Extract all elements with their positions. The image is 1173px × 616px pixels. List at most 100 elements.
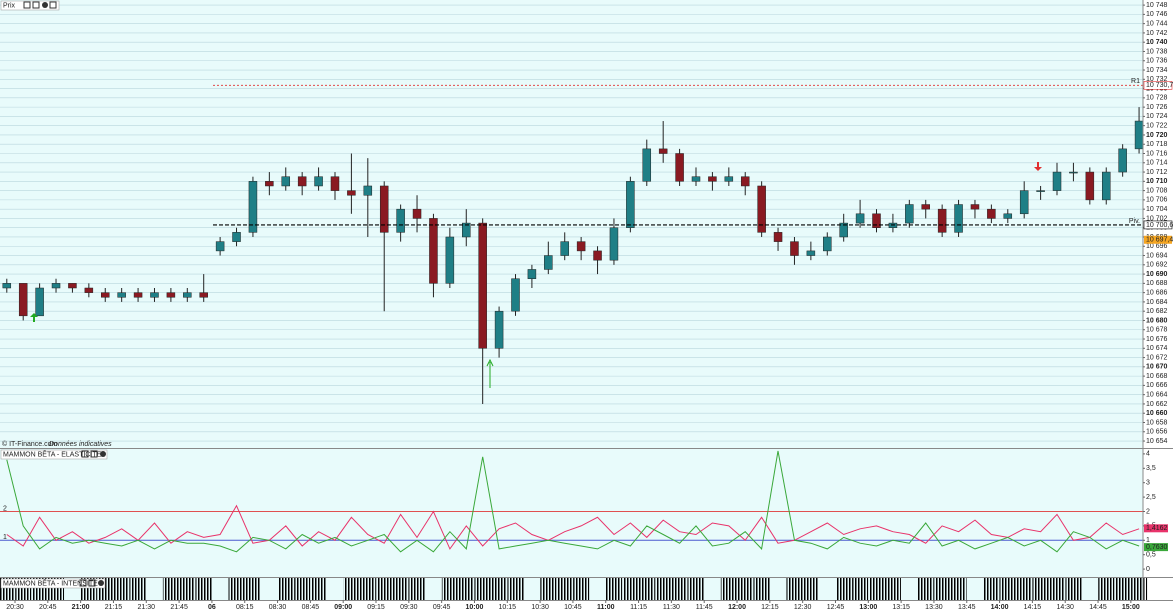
y-tick-label: 10 726 [1146,104,1168,111]
y-tick-label: 10 674 [1146,345,1168,352]
candle-body [724,176,734,182]
candle-body [642,148,652,182]
intensity-bar [277,578,294,600]
y-tick-label: 10 722 [1146,123,1168,130]
x-tick-label: 21:00 [72,604,90,611]
candle-body [839,222,848,238]
intensity-bar [1049,578,1066,600]
candle-body [1101,171,1111,201]
x-tick-label: 14:30 [1056,604,1074,611]
y-tick-label: 10 724 [1146,113,1168,120]
candle-body [101,292,110,298]
icon[interactable] [88,579,96,587]
x-tick-label: 12:15 [761,604,779,611]
y-tick-label: 10 666 [1146,382,1168,389]
y-tick-label: 10 746 [1146,11,1168,18]
intensity-bar [195,578,212,600]
candle-body [544,255,553,270]
y-tick-label: 10 710 [1146,178,1168,185]
y-tick-label: 10 678 [1146,327,1168,334]
intensity-bar [737,578,754,600]
elasticity-panel [0,449,1143,577]
icon[interactable] [42,2,48,8]
x-tick-label: 20:45 [39,604,57,611]
icon[interactable] [23,1,31,9]
x-tick-label: 13:15 [892,604,910,611]
y-tick-label: 10 670 [1146,364,1168,371]
candle-body [347,190,356,196]
candle-body [560,241,569,256]
candle-body [593,250,602,261]
intensity-bar [1131,578,1148,600]
y-tick-label: 10 732 [1146,76,1168,83]
candle-body [740,176,750,187]
x-tick-label: 09:30 [400,604,418,611]
intensity-bar [507,578,524,600]
x-tick-label: 10:00 [466,604,484,611]
y-tick-label: 10 676 [1146,336,1168,343]
y-tick-label: 10 708 [1146,187,1168,194]
candle-body [511,278,520,312]
y-tick-label: 10 664 [1146,392,1168,399]
icon[interactable] [79,579,87,587]
candle-body [1019,190,1029,215]
intensity-bar [868,578,885,600]
intensity-bar [162,578,179,600]
indicator-line [6,450,1140,553]
candle-body [1085,171,1095,201]
intensity-bar [179,578,196,600]
level-name: Piv. [1129,218,1140,225]
y-tick-label: 10 720 [1146,132,1168,139]
x-tick-label: 09:45 [433,604,451,611]
intensity-bar [638,578,655,600]
intensity-bar [244,578,261,600]
candle-body [790,241,799,256]
x-tick-label: 15:00 [1122,604,1140,611]
icon[interactable] [81,450,89,458]
icon[interactable] [90,450,98,458]
intensity-bar [441,578,458,600]
buy-signal [486,358,494,388]
candle-body [68,283,77,289]
icon[interactable] [100,451,106,457]
y-tick-label: 10 690 [1146,271,1168,278]
x-tick-label: 14:00 [991,604,1009,611]
x-tick-label: 13:45 [958,604,976,611]
candle-body [626,181,635,228]
icon[interactable] [32,1,40,9]
intensity-bar [786,578,803,600]
candle-body [970,204,980,210]
x-tick-label: 12:45 [827,604,845,611]
y-tick-label: 10 712 [1146,169,1168,176]
last-label: 1,4162 [1146,525,1168,532]
candle-body [905,204,914,224]
grid [0,4,1143,442]
intensity-bar [655,578,672,600]
intensity-bar [392,578,409,600]
level-label: 10 700,6 [1146,222,1173,229]
y-tick-label: 10 682 [1146,308,1168,315]
candle-body [199,292,208,298]
y-tick-label: 0,5 [1146,552,1156,559]
y-tick-label: 10 706 [1146,197,1168,204]
y-tick-label: 10 660 [1146,410,1168,417]
intensity-bar [556,578,573,600]
level-box [1143,81,1173,90]
intensity-bar [835,578,852,600]
x-tick-label: 11:45 [696,604,713,611]
h-line-label: 1 [3,534,7,541]
candle-body [2,283,12,289]
indicator-line [6,504,1140,550]
y-tick-label: 10 742 [1146,30,1168,37]
icon[interactable] [49,1,57,9]
candle-body [527,269,537,279]
y-tick-label: 10 740 [1146,39,1168,46]
intensity-bar [113,578,130,600]
candle-body [232,232,241,242]
icon[interactable] [98,580,104,586]
candle-body [872,213,881,228]
intensity-bar [294,578,311,600]
candle-body [248,181,258,233]
candle-body [855,213,865,224]
